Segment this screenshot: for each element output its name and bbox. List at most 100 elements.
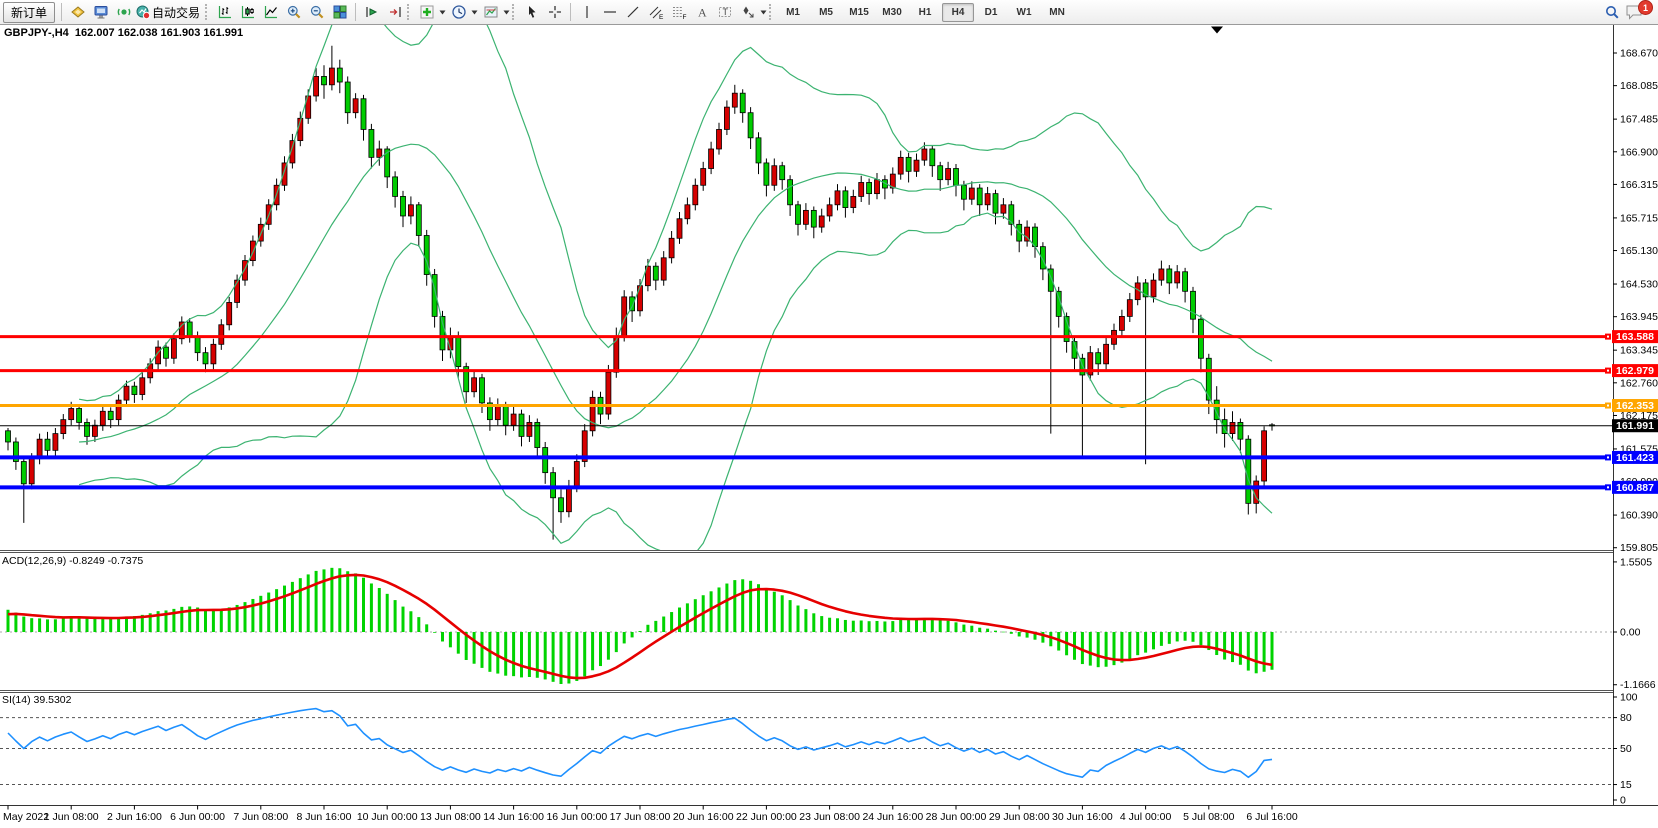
candle [953, 168, 959, 186]
text-button[interactable]: A [690, 2, 713, 22]
arrows-button[interactable] [736, 2, 759, 22]
candle [700, 168, 707, 186]
fibonacci-button[interactable]: F [667, 2, 690, 22]
candle [1253, 480, 1260, 504]
candle [163, 346, 169, 359]
toolbar-grip[interactable] [205, 4, 210, 20]
line-chart-button[interactable] [259, 2, 282, 22]
periods-button[interactable] [447, 2, 470, 22]
search-button[interactable] [1600, 2, 1623, 22]
bar-chart-button[interactable] [213, 2, 236, 22]
candle [684, 204, 691, 220]
horizontal-line-button[interactable] [598, 2, 621, 22]
candle [52, 433, 59, 451]
new-chart-button[interactable] [66, 2, 89, 22]
time-tick-label: 28 Jun 00:00 [926, 811, 987, 823]
profiles-button[interactable] [89, 2, 112, 22]
candle [131, 385, 138, 395]
candle [1071, 341, 1078, 359]
candle [463, 366, 470, 393]
candle [423, 235, 430, 275]
arrows-dropdown[interactable] [759, 2, 768, 22]
periods-dropdown[interactable] [470, 2, 479, 22]
candlestick-chart-button[interactable] [236, 2, 259, 22]
equidistant-channel-button[interactable]: E [644, 2, 667, 22]
time-tick-label: 2 Jun 16:00 [107, 811, 162, 823]
tf-button-M30[interactable]: M30 [882, 6, 902, 18]
candle [1000, 204, 1007, 214]
toolbar-separator [61, 3, 63, 21]
candle [1205, 357, 1212, 401]
candle [210, 343, 217, 365]
tf-button-M15[interactable]: M15 [849, 6, 869, 18]
candle [194, 335, 201, 354]
candle [755, 137, 762, 164]
toolbar-grip[interactable] [407, 4, 412, 20]
candle [787, 179, 793, 206]
vertical-line-icon [585, 6, 588, 18]
templates-button[interactable] [479, 2, 502, 22]
price-tick-label: 168.670 [1620, 48, 1658, 60]
tf-button-D1[interactable]: D1 [984, 6, 998, 18]
signals-button[interactable] [112, 2, 135, 22]
candle [803, 209, 809, 225]
candle [1158, 268, 1165, 281]
candle [392, 176, 399, 197]
rsi-tick-label: 50 [1620, 743, 1632, 755]
indicators-dropdown[interactable] [438, 2, 447, 22]
candle [1119, 316, 1125, 331]
new-order-button[interactable]: 新订单 [3, 1, 56, 23]
chart-title: GBPJPY-,H4 162.007 162.038 161.903 161.9… [4, 27, 244, 39]
candle [605, 371, 612, 415]
candle [368, 129, 375, 158]
indicators-button[interactable] [415, 2, 438, 22]
tf-button-M1[interactable]: M1 [786, 6, 800, 18]
crosshair-button[interactable] [543, 2, 566, 22]
candle [795, 204, 801, 225]
zoom-out-button[interactable] [305, 2, 328, 22]
candle [313, 76, 320, 97]
time-tick-label: 30 Jun 16:00 [1052, 811, 1113, 823]
toolbar-grip[interactable] [769, 4, 774, 20]
candle [1079, 357, 1086, 376]
toolbar-grip[interactable] [512, 4, 517, 20]
templates-icon [484, 6, 498, 18]
chart-area[interactable]: 168.670 168.085 167.485 166.900 166.315 165.7… [0, 25, 1658, 828]
time-tick-label: 6 Jun 00:00 [170, 811, 225, 823]
tile-windows-button[interactable] [328, 2, 351, 22]
time-tick-label: 13 Jun 08:00 [420, 811, 481, 823]
candle [637, 285, 643, 312]
tf-button-M5[interactable]: M5 [819, 6, 833, 18]
candle [534, 422, 541, 448]
cursor-button[interactable] [520, 2, 543, 22]
svg-text:F: F [682, 14, 686, 20]
text-label-button[interactable]: T [713, 2, 736, 22]
tf-button-MN[interactable]: MN [1049, 6, 1065, 18]
tf-button-W1[interactable]: W1 [1016, 6, 1032, 18]
svg-text:162.353: 162.353 [1616, 400, 1654, 412]
tf-button-H1[interactable]: H1 [918, 6, 932, 18]
candle [289, 140, 296, 164]
candle [1008, 204, 1015, 225]
chevron-down-icon [760, 10, 767, 14]
tf-button-H4[interactable]: H4 [942, 2, 975, 22]
candle [321, 76, 327, 86]
candle [455, 335, 462, 368]
svg-text:T: T [722, 7, 728, 17]
price-tick-label: 160.990 [1620, 476, 1658, 488]
chart-shift-button[interactable] [383, 2, 406, 22]
price-tick-label: 163.945 [1620, 311, 1658, 323]
candle [889, 173, 896, 189]
candle [1174, 271, 1181, 284]
templates-dropdown[interactable] [502, 2, 511, 22]
autotrading-button[interactable]: 自动交易 [135, 4, 204, 21]
auto-scroll-button[interactable] [360, 2, 383, 22]
candle [265, 204, 272, 225]
macd-tick-label: 0.00 [1620, 627, 1641, 639]
hline-badge-162.353 [1612, 399, 1658, 413]
price-tick-label: 162.760 [1620, 377, 1658, 389]
zoom-in-button[interactable] [282, 2, 305, 22]
vertical-line-button[interactable] [575, 2, 598, 22]
trendline-button[interactable] [621, 2, 644, 22]
chat-button[interactable]: 1 [1625, 0, 1653, 23]
